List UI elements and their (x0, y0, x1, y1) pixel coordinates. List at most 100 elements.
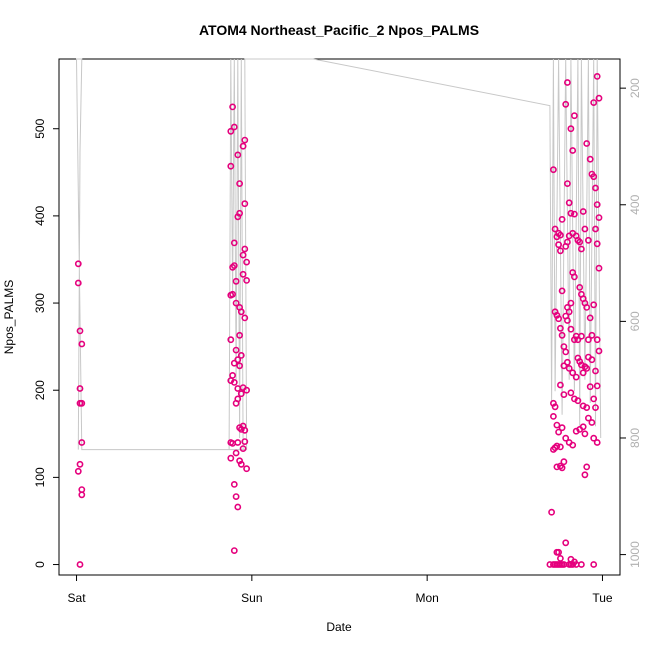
y-tick-label: 200 (33, 380, 47, 400)
y2-tick-label: 600 (628, 311, 642, 331)
data-point (564, 317, 571, 324)
y2-tick-label: 800 (628, 428, 642, 448)
data-point (588, 419, 596, 426)
data-point (571, 210, 578, 218)
data-point (237, 460, 245, 468)
data-point (571, 336, 578, 344)
data-point (590, 99, 598, 106)
data-point (550, 166, 557, 174)
y-tick-label: 300 (33, 293, 47, 313)
data-point (560, 391, 568, 398)
data-point (232, 299, 240, 307)
data-point (230, 480, 238, 488)
x-tick-label: Sat (68, 591, 87, 605)
data-point (578, 290, 585, 298)
data-point (579, 423, 587, 431)
data-point (586, 314, 594, 322)
data-point (551, 403, 559, 411)
data-point (234, 356, 242, 364)
data-point (230, 378, 238, 386)
data-point (581, 225, 589, 233)
data-point (592, 225, 599, 233)
data-point (555, 241, 562, 249)
data-point (230, 123, 238, 131)
data-point (574, 336, 582, 344)
data-point (237, 390, 245, 398)
data-point (592, 404, 599, 411)
data-point (557, 462, 564, 470)
data-point (230, 547, 238, 554)
data-point (555, 548, 562, 556)
y-tick-label: 400 (33, 206, 47, 226)
data-point (78, 399, 86, 407)
data-point (593, 73, 601, 80)
data-point (239, 142, 247, 150)
data-point (555, 428, 562, 436)
y-axis: 0 100 200 300 400 500 (33, 118, 60, 568)
data-point (76, 385, 84, 392)
data-point (241, 426, 249, 434)
data-point (586, 155, 594, 163)
altitude-line-layer (75, 58, 602, 451)
data-point (588, 331, 596, 339)
data-point (565, 308, 573, 316)
y2-axis: 200 400 600 800 1000 (619, 78, 642, 568)
data-point (562, 434, 570, 442)
x-axis: Sat Sun Mon Tue (68, 574, 613, 605)
data-point (595, 264, 603, 272)
data-point (562, 100, 570, 108)
y-tick-label: 100 (33, 467, 47, 487)
data-point (76, 561, 84, 568)
data-point (78, 491, 86, 499)
data-point (550, 412, 557, 420)
data-point (562, 242, 570, 250)
data-point (569, 561, 577, 568)
data-point (578, 561, 585, 568)
data-point (590, 173, 598, 181)
data-point (569, 441, 577, 449)
data-point (230, 359, 238, 367)
data-point (590, 434, 598, 442)
y2-tick-label: 200 (628, 78, 642, 98)
data-point (557, 324, 564, 332)
data-point (595, 94, 603, 102)
data-point (236, 180, 243, 187)
data-point (583, 140, 591, 147)
data-point (574, 397, 582, 405)
data-point (585, 236, 592, 244)
data-point (558, 331, 566, 339)
x-tick-label: Sun (241, 591, 262, 605)
data-point (555, 315, 562, 323)
data-point (590, 561, 598, 568)
altitude-line (75, 58, 602, 451)
data-point (595, 214, 603, 221)
data-point (241, 314, 249, 322)
data-point (237, 425, 245, 433)
data-point (583, 463, 591, 471)
data-point (243, 386, 250, 394)
data-point (564, 79, 571, 86)
data-point (234, 151, 242, 159)
y2-tick-label: 400 (628, 194, 642, 214)
data-point (569, 369, 577, 377)
x-tick-label: Mon (415, 591, 438, 605)
data-point (548, 508, 555, 516)
data-point (232, 277, 240, 285)
data-point (236, 362, 243, 370)
data-point (592, 367, 599, 375)
data-point (241, 245, 249, 253)
data-point (557, 555, 564, 562)
chart-title: ATOM4 Northeast_Pacific_2 Npos_PALMS (199, 22, 479, 38)
data-point (243, 276, 250, 284)
data-point (76, 327, 84, 335)
data-point (585, 414, 592, 422)
data-point (232, 399, 240, 407)
data-point (583, 404, 591, 411)
data-point (243, 258, 250, 266)
data-point (234, 385, 242, 392)
data-point (579, 208, 587, 215)
data-point (74, 467, 82, 475)
data-point (564, 180, 571, 187)
data-point (590, 301, 598, 309)
